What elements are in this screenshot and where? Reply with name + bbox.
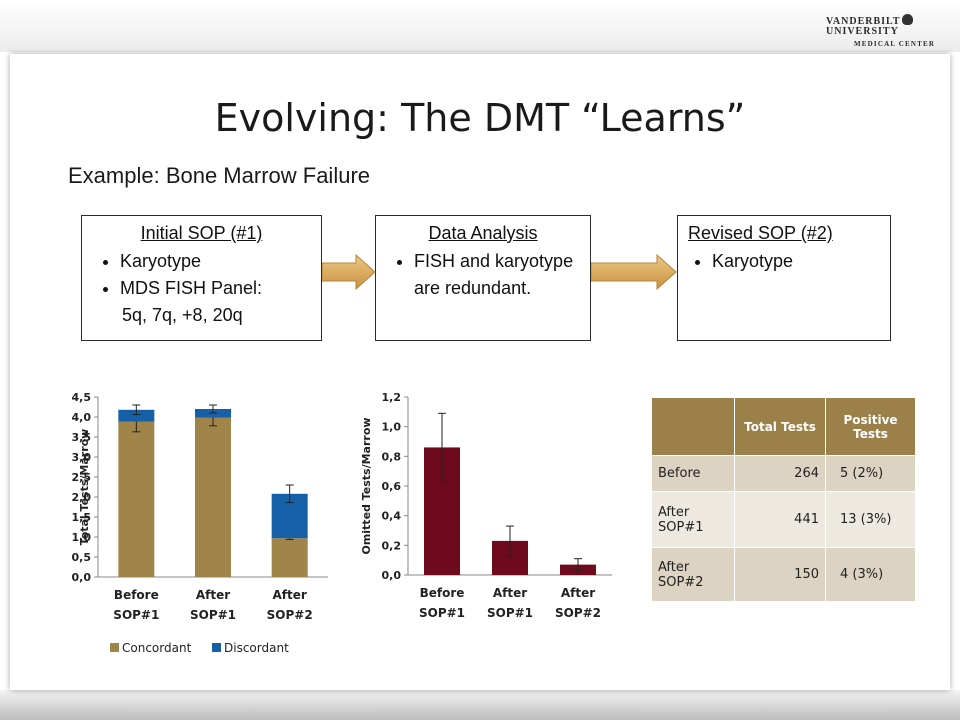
legend-swatch [110, 643, 119, 652]
box-bullet-continuation: 5q, 7q, +8, 20q [122, 305, 243, 325]
table-row: After SOP#2 150 4 (3%) [651, 547, 916, 602]
y-axis-label: Total Tests/Marrow [78, 429, 91, 546]
box-bullet: FISH and karyotype are redundant. [414, 248, 590, 302]
vanderbilt-logo: VANDERBILTUNIVERSITY MEDICAL CENTER [826, 14, 936, 48]
slide-subtitle: Example: Bone Marrow Failure [68, 163, 371, 188]
x-tick-label: SOP#2 [267, 608, 313, 622]
table-row: Before 264 5 (2%) [651, 455, 916, 492]
table-cell: 441 [734, 491, 826, 548]
box-bullet: MDS FISH Panel: [120, 275, 321, 302]
y-tick-label: 0,0 [382, 569, 402, 582]
legend-swatch [212, 643, 221, 652]
table-cell: 150 [734, 547, 826, 602]
y-tick-label: 0,6 [382, 480, 402, 493]
y-tick-label: 0,5 [72, 551, 92, 564]
y-tick-label: 1,2 [382, 391, 402, 404]
oak-leaf-icon [902, 14, 914, 25]
table-cell: Before [651, 455, 735, 492]
table-header-cell: Positive Tests [825, 397, 916, 456]
top-band [0, 0, 960, 52]
y-tick-label: 0,4 [382, 510, 402, 523]
y-tick-label: 0,2 [382, 539, 402, 552]
bar [271, 538, 308, 577]
x-tick-label: After [561, 586, 595, 600]
table-header-cell [651, 397, 735, 456]
bar [118, 409, 155, 422]
x-tick-label: SOP#1 [190, 608, 236, 622]
table-cell: 264 [734, 455, 826, 492]
table-cell: 5 (2%) [825, 455, 916, 492]
table-cell: 13 (3%) [825, 491, 916, 548]
y-tick-label: 4,0 [72, 411, 92, 424]
box-heading: Initial SOP (#1) [140, 223, 263, 243]
initial-sop-box: Initial SOP (#1) Karyotype MDS FISH Pane… [81, 215, 322, 341]
box-heading: Data Analysis [428, 223, 538, 243]
total-tests-chart: 0,0 0,5 1,0 1,5 2,0 2,5 3,0 3,5 4,0 4,5 Total Test… [72, 391, 328, 655]
table-cell: After SOP#2 [651, 547, 735, 602]
y-tick-label: 3,0 [72, 451, 92, 464]
table-row: After SOP#1 441 13 (3%) [651, 491, 916, 548]
slide-title: Evolving: The DMT “Learns” [214, 96, 746, 140]
bar [118, 421, 155, 577]
box-bullet: Karyotype [712, 248, 890, 275]
bar [195, 417, 231, 577]
y-tick-label: 4,5 [72, 391, 92, 404]
tests-table: Total Tests Positive Tests Before 264 5 … [651, 397, 916, 602]
x-tick-label: After [273, 588, 307, 602]
table-cell: 4 (3%) [825, 547, 916, 602]
y-tick-label: 1,0 [382, 421, 402, 434]
omitted-tests-chart: 0,0 0,2 0,4 0,6 0,8 1,0 1,2 Omitted Tests/Marro… [360, 391, 612, 620]
y-tick-label: 2,5 [72, 471, 92, 484]
data-analysis-box: Data Analysis FISH and karyotype are red… [375, 215, 591, 341]
y-tick-label: 0,8 [382, 450, 402, 463]
revised-sop-box: Revised SOP (#2) Karyotype [677, 215, 891, 341]
x-tick-label: After [196, 588, 230, 602]
bottom-band [0, 690, 960, 720]
arrow-right-icon [322, 254, 376, 290]
x-tick-label: Before [114, 588, 159, 602]
y-axis-label: Omitted Tests/Marrow [360, 417, 373, 554]
x-tick-label: After [493, 586, 527, 600]
x-tick-label: SOP#1 [487, 606, 533, 620]
legend-label: Discordant [224, 641, 289, 655]
y-tick-label: 2,0 [72, 491, 92, 504]
x-tick-label: SOP#2 [555, 606, 601, 620]
table-header-cell: Total Tests [734, 397, 826, 456]
y-tick-label: 1,5 [72, 511, 92, 524]
table-cell: After SOP#1 [651, 491, 735, 548]
y-tick-label: 3,5 [72, 431, 92, 444]
box-bullet: Karyotype [120, 248, 321, 275]
arrow-right-icon [591, 254, 677, 290]
x-tick-label: Before [420, 586, 465, 600]
box-heading: Revised SOP (#2) [688, 223, 833, 243]
y-tick-label: 1,0 [72, 531, 92, 544]
legend-label: Concordant [122, 641, 192, 655]
x-tick-label: SOP#1 [113, 608, 159, 622]
y-tick-label: 0,0 [72, 571, 92, 584]
x-tick-label: SOP#1 [419, 606, 465, 620]
